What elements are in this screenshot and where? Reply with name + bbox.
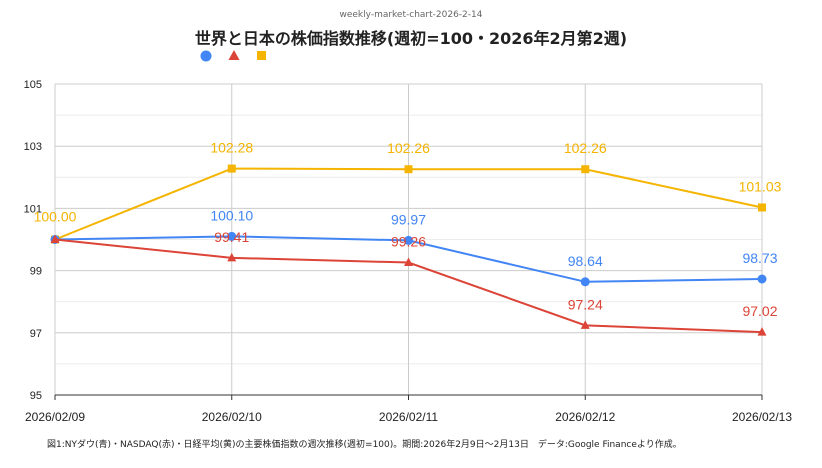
legend-yellow-marker: [257, 51, 266, 60]
red-series-point: [580, 320, 590, 329]
yellow-series-point: [758, 203, 766, 212]
x-tick-label: 2026/02/13: [732, 410, 792, 424]
x-tick-label: 2026/02/11: [379, 410, 438, 424]
yellow-series-data-label: 100.00: [34, 209, 77, 225]
figure-caption: 図1:NYダウ(青)・NASDAQ(赤)・日経平均(黄)の主要株価指数の週次推移…: [47, 440, 682, 450]
blue-series-data-label: 98.64: [568, 253, 603, 269]
yellow-series-data-label: 101.03: [739, 178, 782, 194]
yellow-series-data-label: 102.26: [564, 140, 607, 156]
x-tick-label: 2026/02/09: [25, 410, 85, 424]
red-series-data-label: 99.26: [391, 234, 426, 250]
y-tick-label: 101: [24, 203, 42, 215]
red-series-point: [757, 327, 767, 336]
blue-series-point: [580, 277, 590, 287]
yellow-series-data-label: 102.28: [210, 140, 253, 156]
yellow-series-point: [404, 165, 413, 174]
red-series-data-label: 99.41: [214, 229, 249, 245]
blue-series-point: [404, 235, 413, 245]
header-note: weekly-market-chart-2026-2-14: [339, 10, 483, 20]
blue-series-point: [227, 231, 237, 241]
red-series-point: [50, 234, 60, 243]
yellow-series-data-label: 102.26: [387, 140, 430, 156]
red-series-data-label: 97.02: [742, 303, 777, 319]
blue-series-point: [757, 274, 767, 284]
blue-series-data-label: 100.10: [210, 207, 253, 223]
legend-red-marker: [228, 50, 240, 60]
y-tick-label: 99: [30, 266, 42, 278]
y-tick-label: 103: [24, 141, 42, 153]
chart-title: 世界と日本の株価指数推移(週初=100・2026年2月第2週): [194, 29, 628, 48]
x-tick-label: 2026/02/12: [555, 410, 615, 424]
yellow-series-point: [227, 164, 236, 173]
y-tick-label: 105: [24, 79, 42, 91]
y-tick-label: 95: [30, 390, 42, 402]
x-tick-label: 2026/02/10: [202, 410, 262, 424]
blue-series-data-label: 99.97: [391, 211, 426, 227]
legend-blue-marker: [200, 50, 212, 62]
blue-series-data-label: 98.73: [742, 250, 777, 266]
yellow-series-point: [581, 165, 590, 174]
red-series-data-label: 97.24: [568, 296, 603, 312]
y-tick-label: 97: [30, 328, 42, 340]
red-series-point: [404, 257, 413, 267]
red-series-point: [227, 252, 237, 262]
